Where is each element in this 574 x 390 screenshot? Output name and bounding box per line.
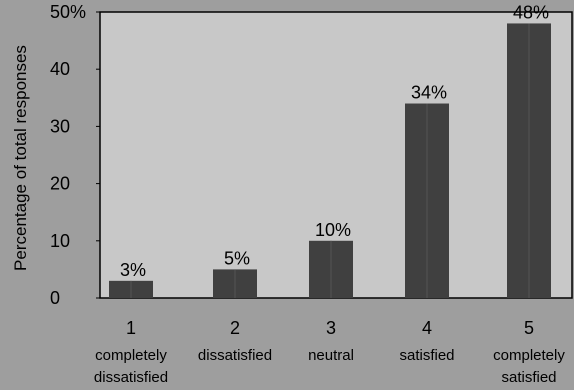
x-category-label: dissatisfied bbox=[94, 369, 168, 386]
y-axis: 0 10 20 30 40 50% bbox=[50, 2, 100, 308]
x-axis: 1 completely dissatisfied 2 dissatisfied 3 neu… bbox=[94, 318, 565, 386]
data-label: 3% bbox=[120, 260, 146, 280]
y-tick-label: 0 bbox=[50, 288, 60, 308]
y-tick-label: 50% bbox=[50, 2, 86, 22]
x-category-label: completely bbox=[95, 347, 167, 364]
x-tick-label: 2 bbox=[230, 318, 240, 338]
y-axis-label: Percentage of total responses bbox=[11, 45, 30, 271]
bars: 3% 5% 10% 34% 48% bbox=[109, 2, 551, 299]
y-tick-label: 40 bbox=[50, 59, 70, 79]
data-label: 5% bbox=[224, 248, 250, 268]
x-category-label: completely bbox=[493, 347, 565, 364]
x-tick-label: 4 bbox=[422, 318, 432, 338]
data-label: 10% bbox=[315, 220, 351, 240]
x-category-label: satisfied bbox=[501, 369, 556, 386]
x-tick-label: 5 bbox=[524, 318, 534, 338]
data-label: 34% bbox=[411, 83, 447, 103]
y-tick-label: 30 bbox=[50, 116, 70, 136]
x-category-label: neutral bbox=[308, 347, 354, 364]
x-tick-label: 1 bbox=[126, 318, 136, 338]
y-tick-label: 10 bbox=[50, 231, 70, 251]
x-category-label: satisfied bbox=[399, 347, 454, 364]
data-label: 48% bbox=[513, 2, 549, 22]
x-tick-label: 3 bbox=[326, 318, 336, 338]
y-tick-label: 20 bbox=[50, 174, 70, 194]
x-category-label: dissatisfied bbox=[198, 347, 272, 364]
